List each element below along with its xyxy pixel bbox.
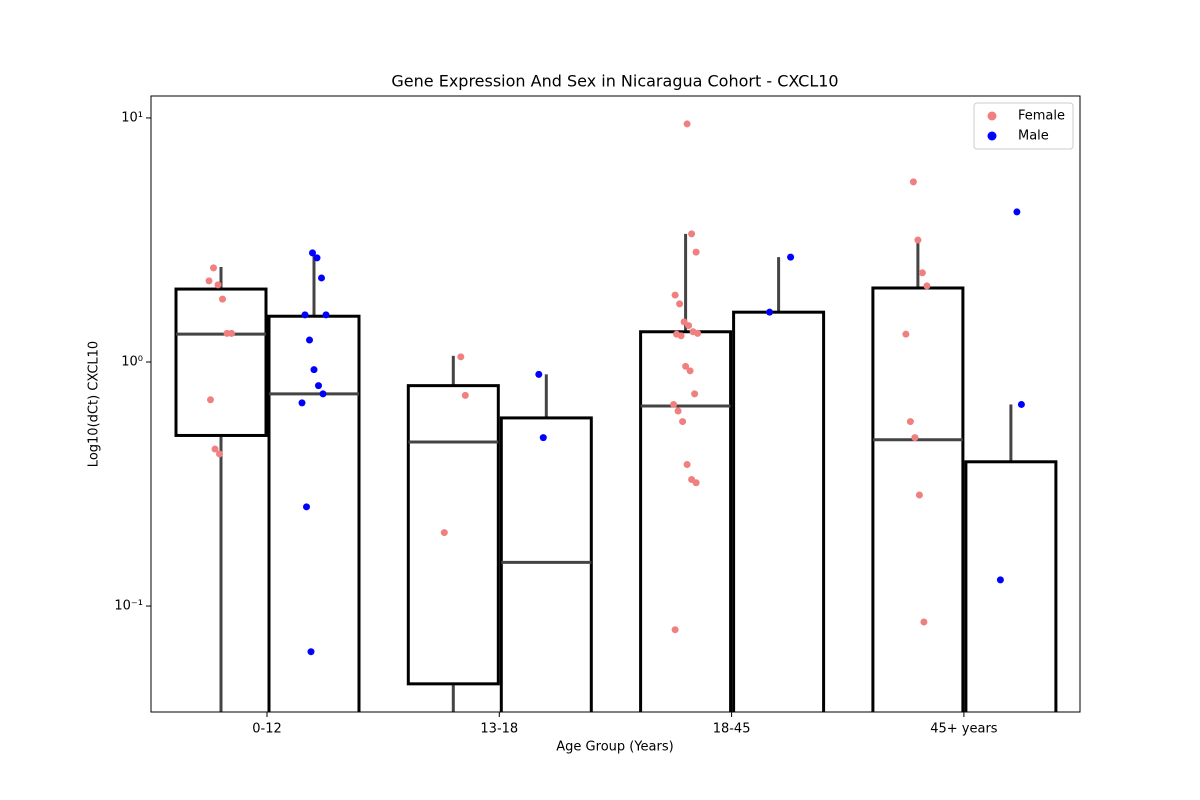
data-point — [298, 399, 306, 407]
data-point — [315, 382, 322, 390]
chart-title: Gene Expression And Sex in Nicaragua Coh… — [391, 72, 838, 91]
data-point — [688, 230, 696, 238]
box — [174, 287, 268, 437]
legend-marker — [987, 111, 997, 121]
box — [267, 314, 361, 712]
legend-label: Male — [1018, 129, 1049, 144]
legend-frame — [973, 102, 1074, 150]
data-point — [216, 450, 223, 458]
plot-frame — [150, 95, 1081, 713]
x-tick-label: 45+ years — [930, 722, 998, 737]
data-point — [1017, 400, 1025, 408]
x-tick-label: 18-45 — [713, 722, 751, 737]
x-tick-label: 13-18 — [480, 722, 518, 737]
data-point — [686, 367, 694, 375]
y-tick-label: 10⁻¹ — [114, 599, 143, 614]
data-point — [911, 434, 919, 442]
box — [639, 330, 733, 712]
x-tick-label: 0-12 — [252, 722, 282, 737]
data-point — [539, 434, 547, 442]
data-point — [313, 254, 321, 262]
data-point — [205, 277, 213, 285]
data-point — [920, 618, 928, 626]
data-point — [906, 418, 914, 426]
plot-area — [174, 120, 1058, 712]
data-point — [685, 322, 693, 330]
data-point — [683, 461, 691, 469]
data-point — [671, 626, 679, 634]
data-point — [996, 576, 1004, 584]
data-point — [691, 390, 699, 398]
data-point — [207, 396, 214, 404]
data-point — [322, 311, 330, 319]
y-tick-label: 10¹ — [121, 110, 143, 125]
data-point — [679, 418, 687, 426]
data-point — [670, 400, 678, 408]
legend-label: Female — [1018, 109, 1065, 124]
data-point — [319, 390, 327, 398]
data-point — [915, 491, 923, 499]
data-point — [210, 264, 217, 272]
data-point — [694, 329, 702, 337]
data-point — [211, 445, 219, 453]
data-point — [301, 311, 309, 319]
data-point — [309, 249, 316, 257]
box — [499, 416, 593, 712]
data-point — [692, 248, 700, 256]
data-point — [535, 370, 543, 378]
legend-marker — [987, 131, 997, 141]
data-point — [228, 329, 235, 337]
box — [732, 310, 826, 712]
data-point — [914, 236, 922, 244]
data-point — [674, 407, 682, 415]
data-point — [909, 178, 917, 186]
data-point — [676, 300, 684, 308]
y-axis-label: Log10(dCt) CXCL10 — [87, 341, 102, 467]
data-point — [692, 479, 700, 487]
data-point — [303, 503, 310, 511]
data-point — [787, 253, 795, 261]
box — [406, 384, 500, 686]
data-point — [677, 332, 685, 340]
data-point — [918, 269, 926, 277]
data-point — [682, 362, 690, 370]
data-point — [461, 391, 469, 399]
data-point — [307, 648, 315, 656]
data-point — [306, 336, 313, 344]
data-point — [766, 308, 774, 316]
data-point — [923, 282, 931, 290]
data-point — [1013, 208, 1021, 216]
data-point — [457, 353, 465, 361]
data-point — [310, 366, 318, 374]
box — [964, 460, 1058, 712]
data-point — [440, 529, 448, 537]
data-point — [902, 330, 910, 338]
data-point — [219, 295, 226, 303]
box — [871, 286, 965, 712]
x-axis-label: Age Group (Years) — [556, 740, 673, 755]
data-point — [671, 291, 679, 299]
data-point — [318, 274, 325, 282]
data-point — [214, 281, 222, 289]
y-tick-label: 10⁰ — [121, 354, 143, 369]
data-point — [683, 120, 691, 128]
